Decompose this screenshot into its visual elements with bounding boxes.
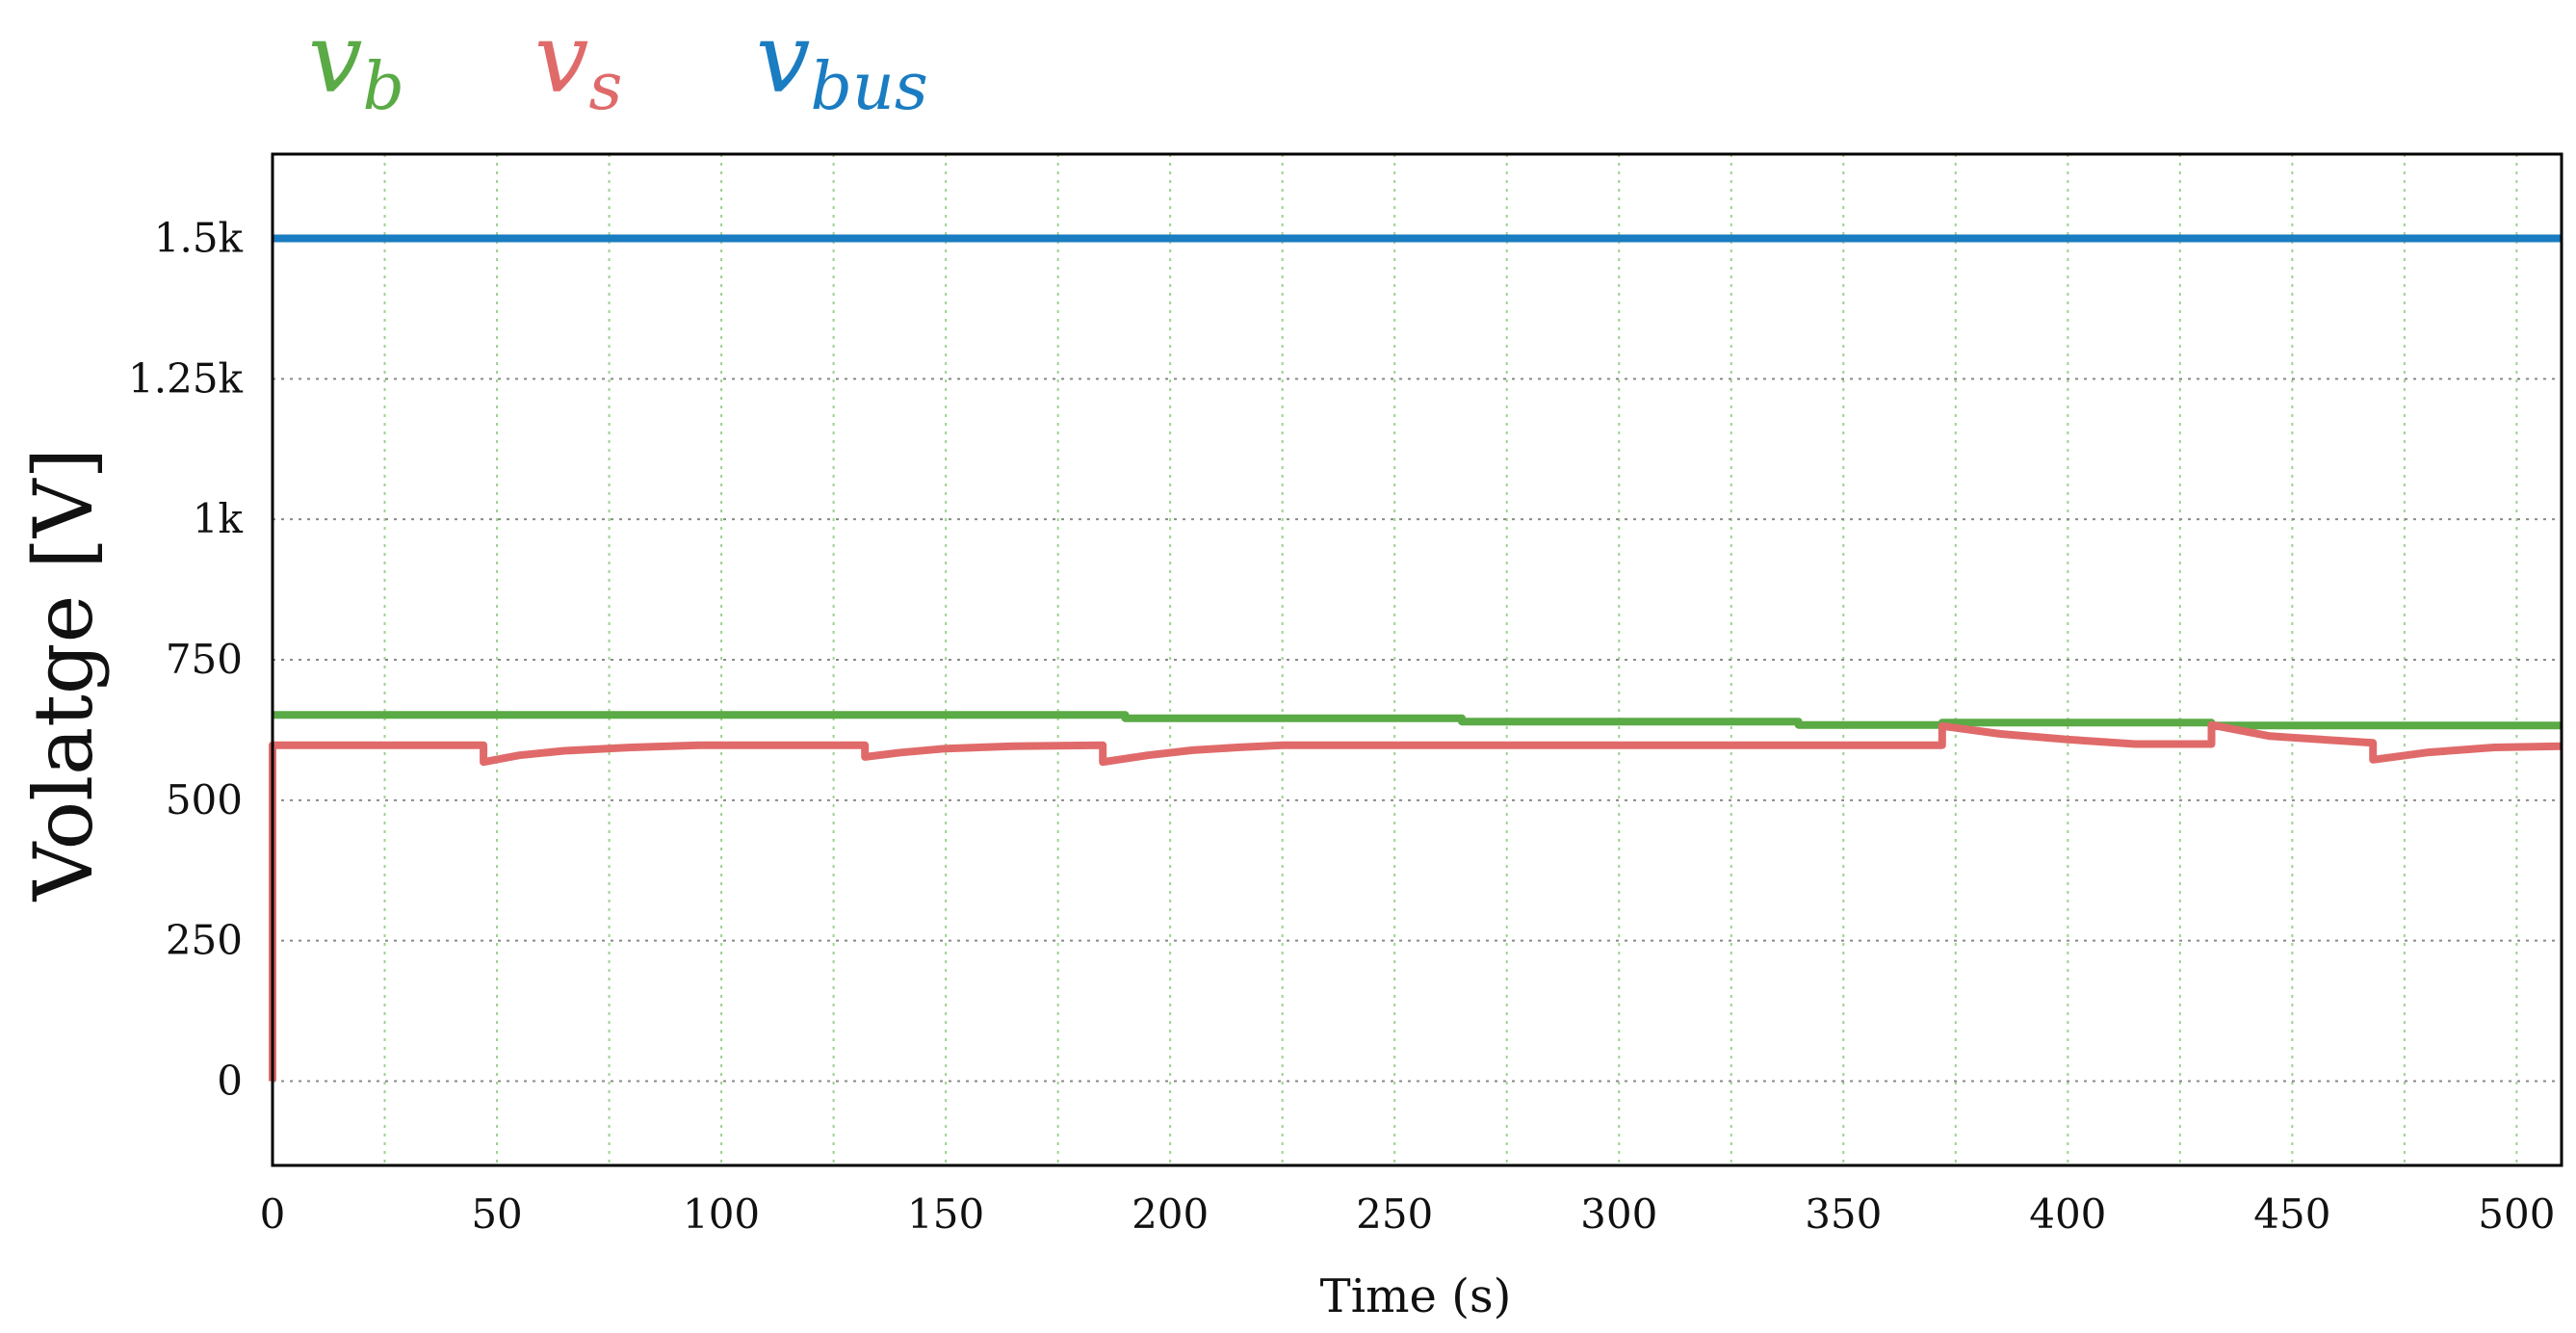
y-tick-label: 250 [166, 917, 243, 964]
x-tick-label: 200 [1132, 1190, 1209, 1238]
x-tick-label: 150 [907, 1190, 984, 1238]
y-tick-label: 1.25k [128, 354, 244, 402]
plot-frame [271, 152, 2563, 1167]
legend-entry-v-s: vs [534, 2, 622, 125]
y-axis: 0 250 500 750 1k 1.25k 1.5k [128, 215, 244, 1105]
y-axis-label: Volatge [V] [16, 448, 111, 902]
y-tick-label: 500 [166, 776, 243, 823]
series-group [269, 234, 2563, 1082]
y-tick-label: 1k [193, 495, 244, 542]
x-tick-label: 350 [1805, 1190, 1882, 1238]
x-axis: 0 50 100 150 200 250 300 350 400 450 500 [260, 1190, 2556, 1238]
legend-entry-v-b: vb [308, 2, 404, 125]
y-tick-label: 0 [217, 1058, 243, 1105]
grid [273, 154, 2562, 1165]
y-tick-label: 750 [166, 636, 243, 683]
x-tick-label: 500 [2478, 1190, 2555, 1238]
y-tick-label: 1.5k [154, 215, 244, 262]
x-tick-label: 450 [2253, 1190, 2330, 1238]
x-tick-label: 250 [1356, 1190, 1433, 1238]
x-tick-label: 400 [2029, 1190, 2106, 1238]
x-tick-label: 50 [471, 1190, 522, 1238]
x-tick-label: 300 [1580, 1190, 1657, 1238]
x-tick-label: 0 [260, 1190, 286, 1238]
x-tick-label: 100 [683, 1190, 760, 1238]
legend-entry-v-bus: vbus [756, 2, 928, 125]
legend: vb vs vbus [308, 2, 928, 125]
series-line-v-s [269, 720, 2563, 1082]
x-axis-label: Time (s) [1320, 1269, 1512, 1323]
